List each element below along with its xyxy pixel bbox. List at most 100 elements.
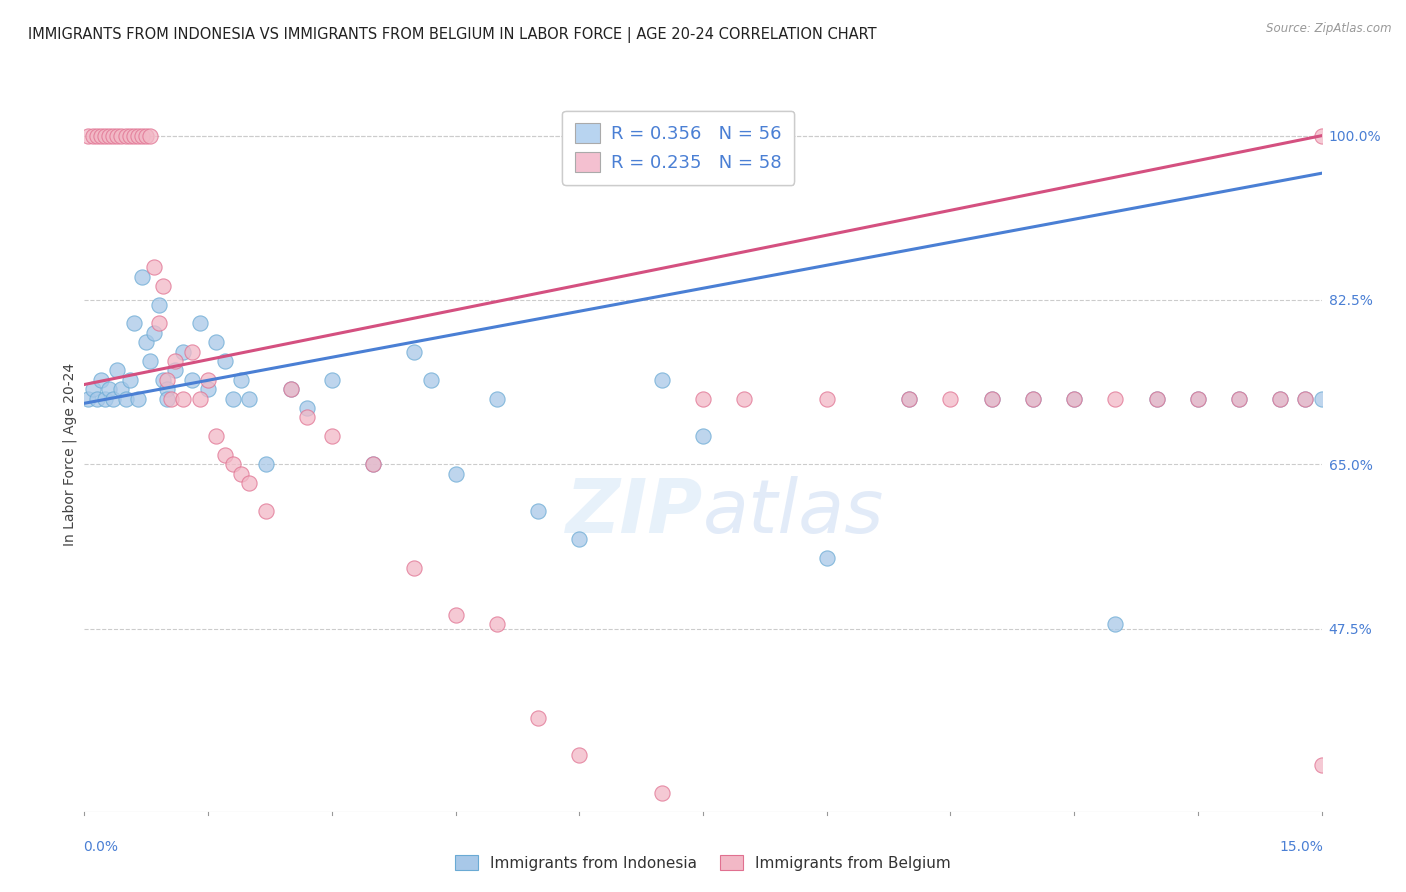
Point: [1187, 392, 1209, 406]
Legend: Immigrants from Indonesia, Immigrants from Belgium: Immigrants from Indonesia, Immigrants fr…: [446, 846, 960, 880]
Point: [1063, 392, 1085, 406]
Point: [103, 128, 125, 143]
Point: [94, 392, 117, 406]
Point: [361, 458, 384, 472]
Point: [280, 382, 302, 396]
Point: [127, 392, 149, 406]
Point: [1227, 392, 1250, 406]
Point: [148, 298, 170, 312]
Point: [105, 363, 128, 377]
Point: [444, 607, 467, 622]
Point: [733, 392, 755, 406]
Point: [214, 354, 236, 368]
Point: [939, 392, 962, 406]
Point: [1270, 392, 1292, 406]
Point: [90, 373, 112, 387]
Point: [1063, 392, 1085, 406]
Point: [94, 128, 117, 143]
Point: [1270, 392, 1292, 406]
Point: [110, 128, 132, 143]
Point: [77, 128, 100, 143]
Point: [1022, 392, 1045, 406]
Point: [651, 786, 673, 800]
Text: ZIP: ZIP: [565, 475, 703, 549]
Point: [238, 392, 260, 406]
Point: [105, 128, 128, 143]
Point: [156, 382, 179, 396]
Point: [254, 504, 277, 518]
Point: [165, 363, 187, 377]
Point: [280, 382, 302, 396]
Point: [205, 335, 228, 350]
Point: [90, 128, 112, 143]
Point: [180, 344, 202, 359]
Point: [229, 373, 252, 387]
Point: [214, 448, 236, 462]
Point: [82, 382, 104, 396]
Point: [122, 128, 145, 143]
Point: [222, 392, 245, 406]
Point: [898, 392, 921, 406]
Point: [485, 392, 508, 406]
Point: [815, 551, 838, 566]
Point: [1310, 392, 1333, 406]
Point: [131, 269, 153, 284]
Point: [143, 260, 166, 274]
Text: atlas: atlas: [703, 476, 884, 548]
Point: [77, 392, 100, 406]
Point: [651, 373, 673, 387]
Point: [205, 429, 228, 443]
Point: [1310, 128, 1333, 143]
Point: [321, 429, 343, 443]
Point: [295, 401, 318, 415]
Point: [172, 392, 194, 406]
Point: [172, 344, 194, 359]
Point: [980, 392, 1002, 406]
Point: [1104, 616, 1126, 631]
Point: [404, 344, 426, 359]
Point: [238, 476, 260, 491]
Point: [160, 392, 183, 406]
Point: [404, 560, 426, 574]
Y-axis label: In Labor Force | Age 20-24: In Labor Force | Age 20-24: [63, 363, 77, 547]
Point: [180, 373, 202, 387]
Point: [1187, 392, 1209, 406]
Point: [568, 748, 591, 763]
Point: [118, 373, 141, 387]
Point: [222, 458, 245, 472]
Point: [135, 335, 157, 350]
Point: [527, 504, 550, 518]
Point: [1227, 392, 1250, 406]
Text: Source: ZipAtlas.com: Source: ZipAtlas.com: [1267, 22, 1392, 36]
Point: [980, 392, 1002, 406]
Point: [156, 392, 179, 406]
Text: IMMIGRANTS FROM INDONESIA VS IMMIGRANTS FROM BELGIUM IN LABOR FORCE | AGE 20-24 : IMMIGRANTS FROM INDONESIA VS IMMIGRANTS …: [28, 27, 877, 43]
Point: [139, 354, 162, 368]
Point: [1146, 392, 1168, 406]
Point: [148, 317, 170, 331]
Point: [98, 128, 121, 143]
Point: [321, 373, 343, 387]
Point: [188, 317, 211, 331]
Point: [197, 382, 219, 396]
Point: [139, 128, 162, 143]
Point: [135, 128, 157, 143]
Point: [1146, 392, 1168, 406]
Point: [152, 373, 174, 387]
Point: [527, 711, 550, 725]
Point: [114, 128, 136, 143]
Point: [82, 128, 104, 143]
Point: [361, 458, 384, 472]
Point: [98, 382, 121, 396]
Point: [197, 373, 219, 387]
Point: [118, 128, 141, 143]
Point: [1310, 757, 1333, 772]
Text: 0.0%: 0.0%: [83, 840, 118, 855]
Point: [692, 392, 714, 406]
Point: [103, 392, 125, 406]
Point: [127, 128, 149, 143]
Point: [898, 392, 921, 406]
Point: [188, 392, 211, 406]
Point: [122, 317, 145, 331]
Point: [165, 354, 187, 368]
